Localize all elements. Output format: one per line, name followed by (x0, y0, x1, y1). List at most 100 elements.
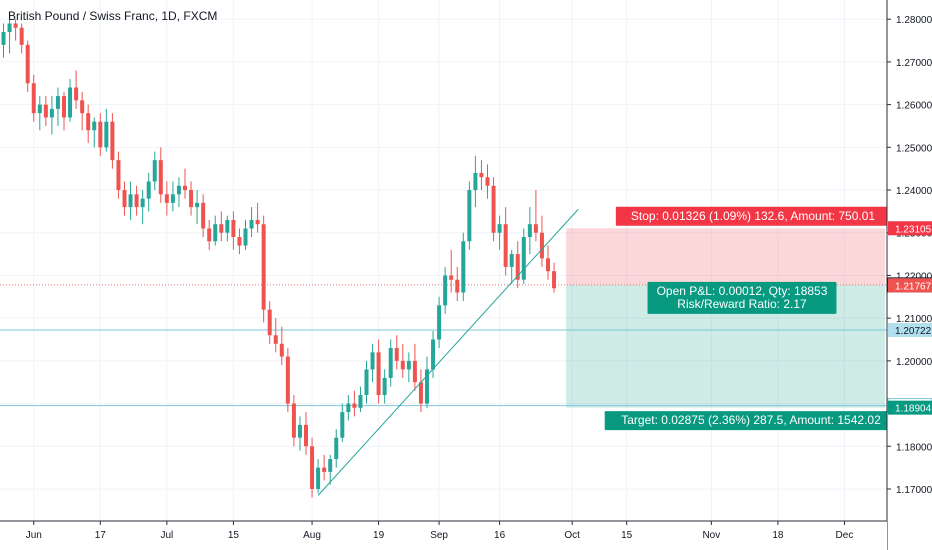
candle-body (491, 185, 496, 233)
grid (0, 0, 887, 521)
candle-body (485, 177, 490, 186)
trendlines (317, 208, 579, 496)
candle-body (364, 369, 369, 396)
candle-body (322, 467, 327, 472)
candle-body (261, 224, 266, 310)
candle-body (497, 224, 502, 233)
price-tick-label: 1.26000 (896, 101, 932, 112)
candle-body (189, 190, 194, 208)
candle-body (43, 104, 48, 118)
time-tick-label: 18 (772, 530, 784, 541)
candle-body (388, 348, 393, 378)
candle-body (25, 44, 30, 84)
price-axis[interactable]: 1.170001.180001.190001.200001.210001.220… (886, 0, 932, 550)
target-label-bg (604, 411, 898, 431)
price-tag-label: 1.21767 (895, 281, 932, 292)
candle-body (68, 87, 73, 118)
candle-body (37, 104, 42, 114)
candle-body (370, 352, 375, 370)
time-axis[interactable]: Jun 17 Jul 15 Aug 19 Sep 16 Oct 15 Nov 18 Dec (0, 520, 887, 550)
candle-body (455, 279, 460, 293)
candle-body (418, 382, 423, 404)
candle-body (213, 224, 218, 242)
candle-body (225, 219, 230, 233)
candle-body (539, 232, 544, 259)
pnl-label-bg (647, 281, 837, 314)
candle-body (249, 219, 254, 229)
candle-body (328, 459, 333, 472)
time-tick-label: 15 (228, 530, 240, 541)
candle-body (291, 403, 296, 438)
candle-body (176, 185, 181, 195)
price-tag-bg (888, 323, 932, 338)
candle-body (267, 309, 272, 336)
candle-body (425, 369, 429, 404)
time-tick-label: Nov (702, 530, 720, 541)
target-label-text: Target: 0.02875 (2.36%) 287.5, Amount: 1… (621, 413, 881, 427)
stop-label: Stop: 0.01326 (1.09%) 132.6, Amount: 750… (615, 206, 891, 226)
candle-body (533, 224, 538, 233)
candle-body (92, 121, 97, 131)
time-tick-label: Sep (430, 530, 448, 541)
candle-body (352, 403, 357, 408)
time-tick-label: Dec (836, 530, 854, 541)
stop-label-text: Stop: 0.01326 (1.09%) 132.6, Amount: 750… (631, 209, 876, 223)
candle-body (546, 258, 550, 272)
chart-title: British Pound / Swiss Franc, 1D, FXCM (8, 9, 218, 23)
candle-body (316, 467, 321, 489)
candle-body (13, 23, 18, 28)
time-axis-bg (0, 521, 887, 550)
candle-body (255, 219, 260, 225)
price-tick-label: 1.21000 (896, 314, 932, 325)
candle-body (521, 237, 526, 280)
candle-body (152, 160, 157, 182)
candle-body (473, 172, 478, 191)
stop-label-bg (615, 206, 891, 226)
candle-body (74, 87, 79, 101)
candle-body (346, 403, 351, 413)
price-tick-label: 1.24000 (896, 186, 932, 197)
candle-body (140, 198, 145, 208)
candle-body (7, 23, 12, 33)
candle-body (285, 356, 290, 404)
candle-body (219, 224, 224, 233)
candle-body (231, 219, 236, 238)
candle-body (412, 360, 417, 383)
price-tick-label: 1.25000 (896, 143, 932, 154)
candle-body (207, 228, 212, 242)
candle-body (515, 254, 520, 280)
price-tag-bg (888, 221, 932, 236)
price-tick-label: 1.20000 (896, 357, 932, 368)
candle-body (146, 181, 151, 199)
price-tick-label: 1.22000 (896, 271, 932, 282)
horizontal-lines (0, 284, 887, 407)
price-tick-label: 1.17000 (896, 485, 932, 496)
candle-body (158, 160, 163, 195)
time-tick-label: Aug (303, 530, 321, 541)
time-tick-label: 19 (373, 530, 385, 541)
candle-body (110, 121, 115, 161)
price-tag-label: 1.20722 (895, 326, 932, 337)
candle-body (201, 202, 206, 229)
candle-body (128, 194, 133, 208)
candle-body (49, 108, 54, 118)
candle-body (479, 172, 484, 178)
price-tag-label: 1.23105 (895, 224, 932, 235)
price-tag-label: 1.18904 (895, 404, 932, 415)
candle-body (358, 395, 363, 408)
candle-body (122, 190, 127, 208)
candle-body (334, 437, 339, 460)
target-label: Target: 0.02875 (2.36%) 287.5, Amount: 1… (604, 411, 898, 431)
candle-body (279, 343, 284, 357)
candle-body (443, 275, 448, 306)
pnl-label: Open P&L: 0.00012, Qty: 18853Risk/Reward… (647, 281, 837, 314)
time-tick-label: 15 (621, 530, 633, 541)
candle-body (98, 121, 103, 148)
candle-body (382, 377, 387, 396)
candle-body (461, 241, 466, 293)
time-tick-label: 17 (95, 530, 107, 541)
candles (1, 14, 557, 498)
trendline (317, 208, 579, 496)
candle-body (243, 228, 248, 246)
